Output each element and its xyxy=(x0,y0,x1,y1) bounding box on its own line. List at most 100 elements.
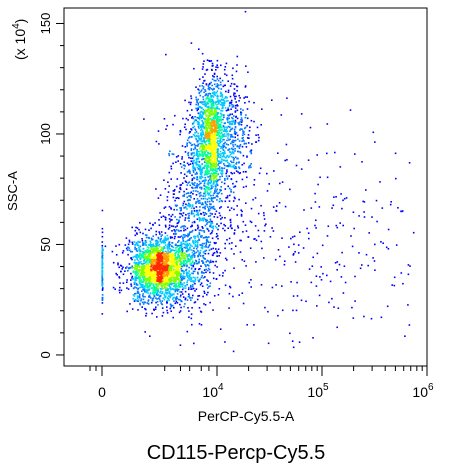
data-point xyxy=(200,194,202,197)
data-point xyxy=(202,113,204,115)
data-point xyxy=(231,77,234,80)
data-point xyxy=(161,273,163,275)
data-point xyxy=(164,188,167,190)
data-point xyxy=(150,268,152,270)
data-point xyxy=(236,64,238,66)
data-point xyxy=(151,276,153,278)
data-point xyxy=(219,124,222,127)
data-point xyxy=(163,207,166,209)
data-point xyxy=(101,262,103,264)
data-point xyxy=(157,252,159,254)
data-point xyxy=(226,109,229,111)
data-point xyxy=(186,246,188,249)
data-point xyxy=(247,134,250,136)
data-point xyxy=(131,308,134,310)
data-point xyxy=(213,165,215,168)
data-point xyxy=(101,244,104,247)
data-point xyxy=(133,283,136,285)
data-point xyxy=(201,158,203,161)
data-point xyxy=(156,298,158,300)
data-point xyxy=(363,216,366,218)
data-point xyxy=(184,241,186,243)
data-point xyxy=(149,274,152,276)
data-point xyxy=(199,235,202,237)
data-point xyxy=(233,233,236,235)
data-point xyxy=(224,179,226,181)
data-point xyxy=(218,108,221,110)
data-point xyxy=(164,224,167,227)
data-point xyxy=(194,280,196,283)
data-point xyxy=(224,269,226,272)
data-point xyxy=(215,155,218,158)
data-point xyxy=(226,139,228,142)
data-point xyxy=(174,264,176,266)
data-point xyxy=(203,246,206,248)
data-point xyxy=(228,114,231,116)
data-point xyxy=(151,274,153,276)
data-point xyxy=(218,274,221,277)
data-point xyxy=(223,128,226,131)
data-point xyxy=(158,275,160,278)
data-point xyxy=(183,126,186,128)
data-point xyxy=(200,126,202,129)
data-point xyxy=(202,108,205,111)
data-point xyxy=(101,241,104,243)
data-point xyxy=(168,292,171,295)
data-point xyxy=(187,153,189,155)
data-point xyxy=(148,253,150,256)
data-point xyxy=(197,255,199,258)
data-point xyxy=(223,159,226,161)
data-point xyxy=(212,112,214,115)
data-point xyxy=(232,104,235,107)
data-point xyxy=(142,265,145,268)
data-point xyxy=(126,287,128,289)
data-point xyxy=(214,176,217,179)
data-point xyxy=(212,162,215,165)
data-point xyxy=(220,160,223,163)
data-point xyxy=(219,81,222,84)
data-point xyxy=(220,172,222,174)
data-point xyxy=(216,188,218,191)
data-point xyxy=(247,71,249,73)
data-point xyxy=(198,89,200,91)
data-point xyxy=(220,162,222,164)
data-point xyxy=(194,173,197,175)
data-point xyxy=(159,260,161,263)
data-point xyxy=(160,216,163,218)
data-point xyxy=(219,100,222,103)
data-point xyxy=(201,155,204,157)
data-point xyxy=(179,263,181,265)
data-point xyxy=(188,253,191,256)
data-point xyxy=(223,163,225,165)
data-point xyxy=(199,202,201,204)
data-point xyxy=(197,295,199,297)
data-point xyxy=(146,249,149,251)
data-point xyxy=(152,275,155,277)
data-point xyxy=(235,245,237,247)
data-point xyxy=(189,247,191,249)
data-point xyxy=(175,273,178,275)
data-point xyxy=(178,250,180,253)
data-point xyxy=(211,147,213,150)
data-point xyxy=(126,279,128,281)
data-point xyxy=(217,179,220,181)
data-point xyxy=(198,106,200,108)
data-point xyxy=(237,227,240,229)
data-point xyxy=(176,269,178,271)
data-point xyxy=(201,246,203,249)
data-point xyxy=(136,233,138,235)
data-point xyxy=(149,276,151,278)
data-point xyxy=(203,91,205,94)
data-point xyxy=(222,107,224,109)
data-point xyxy=(211,237,214,240)
data-point xyxy=(202,146,204,149)
data-point xyxy=(148,275,151,277)
data-point xyxy=(111,250,114,253)
data-point xyxy=(187,235,189,237)
data-point xyxy=(248,166,250,169)
data-point xyxy=(131,250,134,253)
data-point xyxy=(150,280,153,283)
data-point xyxy=(230,99,233,102)
data-point xyxy=(217,156,220,158)
data-point xyxy=(185,247,187,249)
